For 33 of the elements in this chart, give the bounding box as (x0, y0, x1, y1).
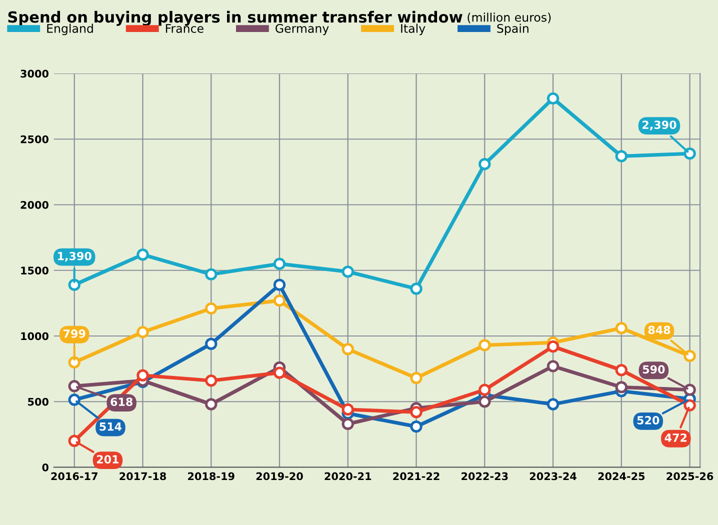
legend-label: England (47, 24, 93, 36)
x-tick-label: 2018-19 (188, 472, 234, 480)
data-label: 1,390 (58, 252, 92, 262)
y-tick-label: 0 (42, 463, 48, 472)
legend-label: Germany (276, 24, 329, 36)
x-tick-label: 2024-25 (598, 472, 645, 480)
data-label: 618 (110, 398, 132, 406)
x-tick-label: 2017-18 (120, 472, 166, 480)
legend-label: Italy (401, 24, 426, 36)
data-label: 514 (100, 422, 122, 431)
x-tick-label: 2019-20 (256, 472, 303, 480)
data-label: 799 (64, 329, 86, 338)
x-tick-label: 2020-21 (324, 472, 372, 480)
y-tick-label: 2500 (20, 135, 48, 144)
y-tick-label: 3000 (20, 70, 48, 78)
y-tick-label: 1000 (21, 332, 48, 340)
x-tick-label: 2021-22 (393, 472, 440, 480)
data-label: 520 (637, 416, 660, 424)
legend-label: France (166, 24, 204, 33)
y-tick-label: 2000 (20, 200, 48, 209)
legend-label: Spain (497, 24, 528, 36)
data-label: 590 (642, 365, 665, 374)
chart-subtitle: (million euros) (468, 12, 551, 24)
data-label: 848 (648, 326, 670, 334)
x-tick-label: 2023-24 (530, 472, 576, 480)
data-label: 201 (96, 455, 119, 464)
data-label: 2,390 (642, 120, 676, 130)
x-tick-label: 2025-26 (666, 472, 714, 480)
x-tick-label: 2022-23 (462, 472, 508, 480)
data-label: 472 (664, 433, 687, 442)
y-tick-label: 500 (28, 398, 48, 406)
x-tick-label: 2016-17 (51, 472, 98, 480)
y-tick-label: 1500 (21, 266, 48, 274)
